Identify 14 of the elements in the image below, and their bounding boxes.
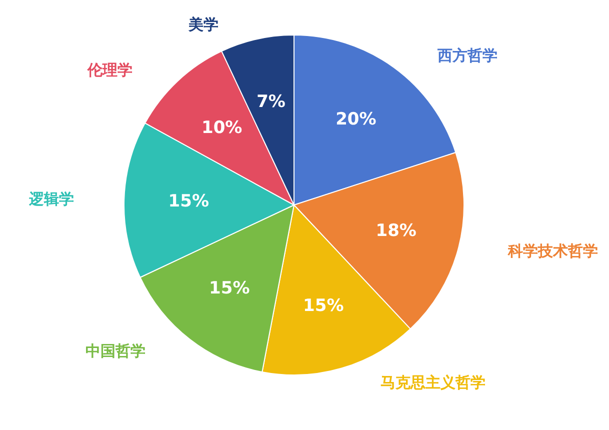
slice-label: 马克思主义哲学 [380,374,486,392]
slice-label: 逻辑学 [28,190,74,208]
slice-label: 伦理学 [86,61,132,80]
data-label: 20% [336,110,376,130]
slice-label: 科学技术哲学 [507,242,598,260]
data-label: 15% [209,278,250,298]
data-label: 7% [256,92,286,112]
slice-label: 中国哲学 [86,342,146,360]
data-label: 18% [376,221,416,242]
data-label: 10% [201,118,242,138]
slice-label: 西方哲学 [436,46,498,64]
data-label: 15% [168,192,210,212]
slice-label: 美学 [188,15,219,34]
data-label: 15% [303,296,344,316]
